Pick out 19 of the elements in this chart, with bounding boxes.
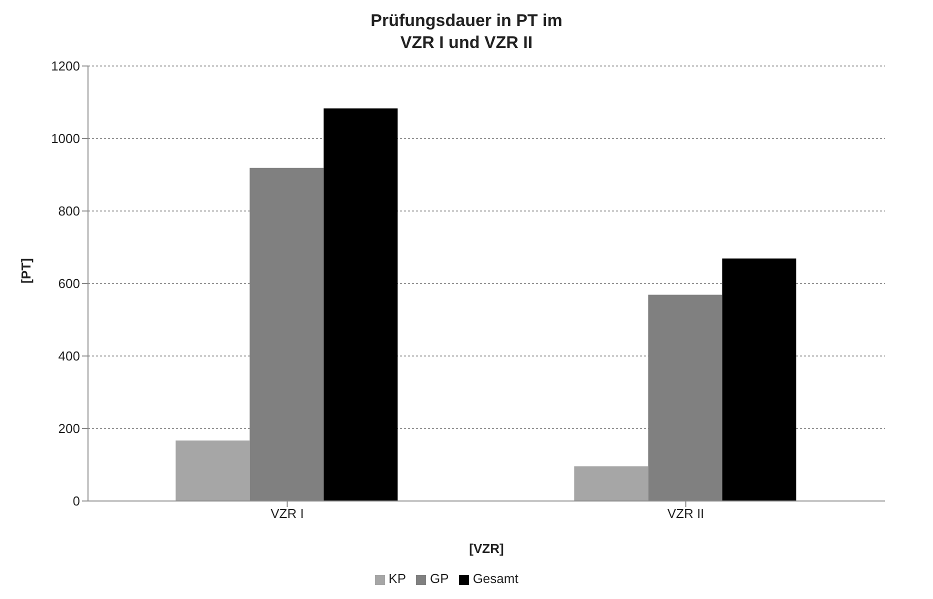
y-tick-label: 1000: [51, 131, 80, 146]
y-tick-label: 200: [58, 421, 80, 436]
y-tick-label: 1200: [51, 58, 80, 74]
x-tick-label: VZR II: [667, 506, 704, 522]
x-tick-label: VZR I: [270, 506, 304, 522]
y-axis-title: [PT]: [18, 258, 34, 284]
y-tick-label: 600: [58, 276, 80, 292]
bar: [722, 258, 796, 501]
chart-title: Prüfungsdauer in PT im VZR I und VZR II: [370, 10, 564, 54]
y-tick-label: 0: [72, 494, 80, 509]
legend-label: Gesamt: [472, 571, 518, 586]
legend-label: GP: [430, 571, 449, 586]
y-tick-label: 800: [58, 204, 80, 219]
legend-label: KP: [388, 571, 406, 586]
bar: [324, 108, 398, 501]
bar: [574, 466, 648, 501]
bar: [176, 440, 250, 501]
y-tick-label: 400: [58, 348, 80, 364]
x-axis-title: [VZR]: [469, 541, 504, 556]
